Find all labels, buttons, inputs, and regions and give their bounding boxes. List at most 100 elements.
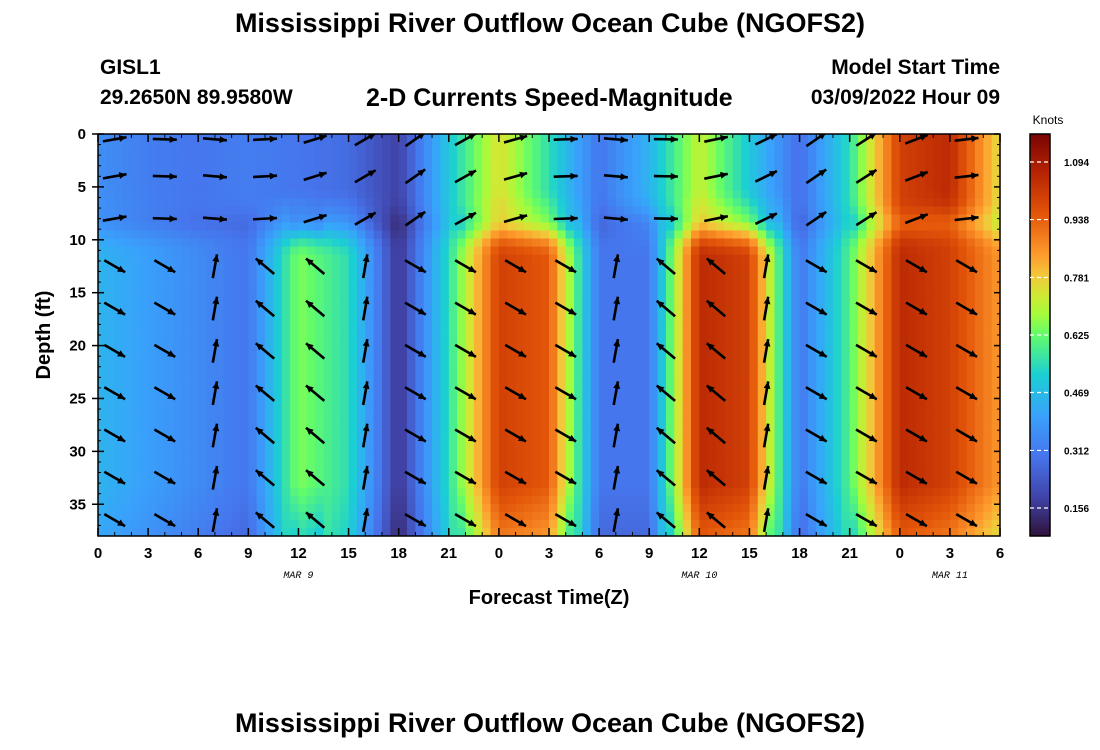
heatmap-cell xyxy=(699,463,709,473)
heatmap-cell xyxy=(766,166,776,175)
heatmap-cell xyxy=(565,359,575,368)
heatmap-cell xyxy=(599,238,609,248)
heatmap-cell xyxy=(206,351,216,360)
heatmap-cell xyxy=(599,262,609,272)
heatmap-cell xyxy=(799,286,809,296)
heatmap-cell xyxy=(749,150,759,159)
heatmap-cell xyxy=(490,375,500,384)
heatmap-cell xyxy=(757,254,767,264)
heatmap-cell xyxy=(423,158,433,167)
heatmap-cell xyxy=(123,343,133,352)
heatmap-cell xyxy=(273,399,283,408)
heatmap-cell xyxy=(532,246,542,256)
heatmap-cell xyxy=(649,254,659,264)
heatmap-cell xyxy=(924,391,934,400)
heatmap-cell xyxy=(507,166,517,175)
heatmap-cell xyxy=(716,487,725,497)
heatmap-cell xyxy=(273,495,283,505)
heatmap-cell xyxy=(774,214,784,224)
heatmap-cell xyxy=(958,278,968,288)
heatmap-cell xyxy=(465,198,475,207)
heatmap-cell xyxy=(724,359,734,368)
heatmap-cell xyxy=(607,254,617,264)
heatmap-cell xyxy=(749,302,759,312)
heatmap-cell xyxy=(690,302,700,312)
heatmap-cell xyxy=(933,294,943,304)
heatmap-cell xyxy=(482,335,492,344)
heatmap-cell xyxy=(532,407,542,416)
heatmap-cell xyxy=(665,423,675,433)
heatmap-cell xyxy=(532,343,542,352)
heatmap-cell xyxy=(381,383,391,392)
heatmap-cell xyxy=(974,142,984,151)
heatmap-cell xyxy=(665,359,675,368)
heatmap-cell xyxy=(858,326,867,336)
heatmap-cell xyxy=(390,198,400,207)
heatmap-cell xyxy=(365,142,375,151)
heatmap-cell xyxy=(290,326,300,336)
heatmap-cell xyxy=(599,286,609,296)
heatmap-cell xyxy=(315,455,325,465)
heatmap-cell xyxy=(657,206,667,215)
heatmap-cell xyxy=(123,439,133,449)
heatmap-cell xyxy=(123,447,133,457)
heatmap-cell xyxy=(866,343,876,352)
heatmap-cell xyxy=(498,166,508,175)
heatmap-cell xyxy=(549,471,558,481)
heatmap-cell xyxy=(766,407,776,416)
heatmap-cell xyxy=(390,254,400,264)
heatmap-cell xyxy=(924,447,934,457)
heatmap-cell xyxy=(156,375,166,384)
heatmap-cell xyxy=(590,351,600,360)
heatmap-cell xyxy=(807,391,817,400)
heatmap-cell xyxy=(114,407,124,416)
heatmap-cell xyxy=(432,190,442,199)
heatmap-cell xyxy=(265,158,274,167)
heatmap-cell xyxy=(381,182,391,191)
heatmap-cell xyxy=(983,238,993,248)
heatmap-cell xyxy=(532,318,542,328)
heatmap-cell xyxy=(123,134,133,143)
heatmap-cell xyxy=(799,359,809,368)
heatmap-cell xyxy=(607,182,617,191)
heatmap-cell xyxy=(774,439,784,449)
heatmap-cell xyxy=(98,455,107,465)
heatmap-cell xyxy=(448,471,458,481)
heatmap-cell xyxy=(156,198,166,207)
heatmap-cell xyxy=(974,182,984,191)
heatmap-cell xyxy=(106,278,116,288)
heatmap-cell xyxy=(707,399,717,408)
heatmap-cell xyxy=(916,286,926,296)
heatmap-cell xyxy=(732,407,742,416)
heatmap-cell xyxy=(281,463,291,473)
heatmap-cell xyxy=(866,254,876,264)
heatmap-cell xyxy=(649,471,659,481)
heatmap-cell xyxy=(448,439,458,449)
heatmap-cell xyxy=(958,383,968,392)
heatmap-cell xyxy=(98,431,107,441)
heatmap-cell xyxy=(507,318,517,328)
heatmap-cell xyxy=(331,487,341,497)
heatmap-cell xyxy=(716,367,725,376)
heatmap-cell xyxy=(432,278,442,288)
heatmap-cell xyxy=(223,174,233,183)
heatmap-cell xyxy=(423,415,433,425)
heatmap-cell xyxy=(381,335,391,344)
heatmap-cell xyxy=(983,463,993,473)
heatmap-cell xyxy=(148,262,158,272)
heatmap-cell xyxy=(649,463,659,473)
heatmap-cell xyxy=(858,270,867,280)
heatmap-cell xyxy=(933,351,943,360)
heatmap-cell xyxy=(582,246,592,256)
heatmap-cell xyxy=(273,455,283,465)
heatmap-cell xyxy=(749,359,759,368)
heatmap-cell xyxy=(741,383,751,392)
heatmap-cell xyxy=(832,367,842,376)
heatmap-cell xyxy=(139,383,149,392)
heatmap-cell xyxy=(448,134,458,143)
heatmap-cell xyxy=(974,423,984,433)
heatmap-cell xyxy=(507,359,517,368)
heatmap-cell xyxy=(590,447,600,457)
heatmap-cell xyxy=(265,222,274,232)
heatmap-cell xyxy=(565,166,575,175)
